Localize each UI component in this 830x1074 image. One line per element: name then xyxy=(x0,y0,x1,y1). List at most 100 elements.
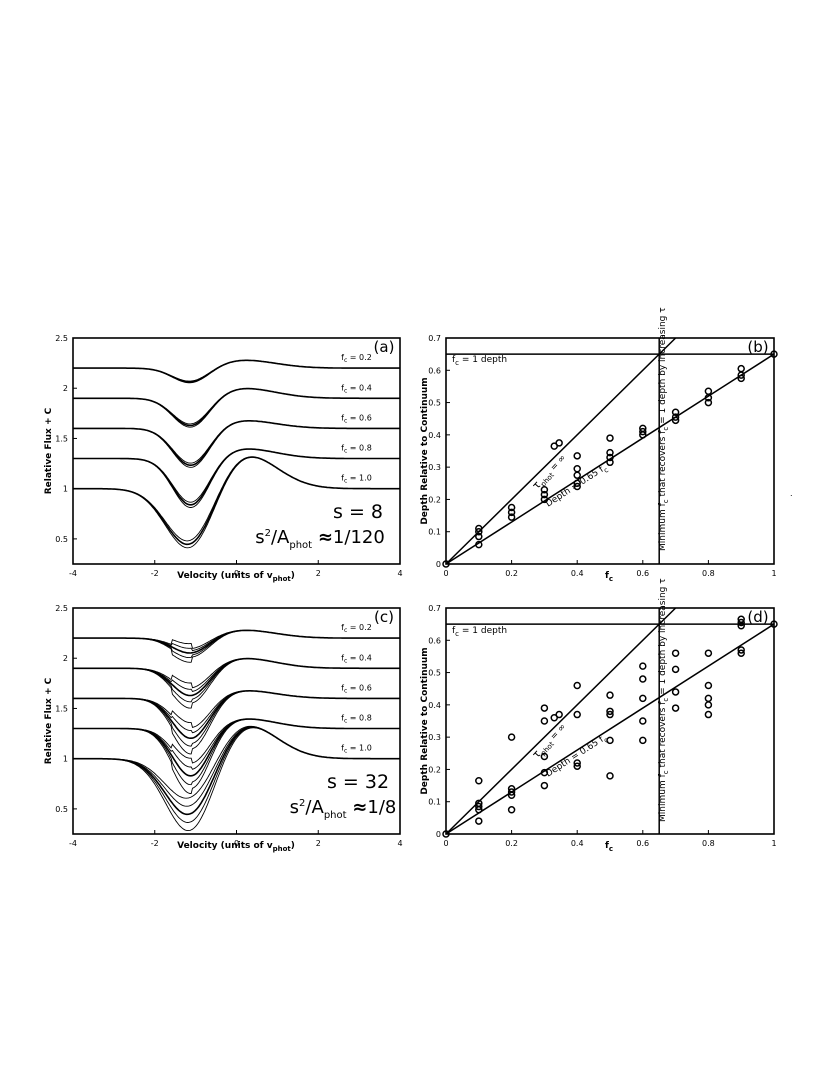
x-tick-label: 1 xyxy=(771,839,776,848)
data-point xyxy=(540,704,549,712)
y-tick-label: 2 xyxy=(63,384,68,393)
panel-c-xlabel: Velocity (units of vphot) xyxy=(177,841,295,853)
data-point xyxy=(573,710,581,719)
x-tick-label: 0.8 xyxy=(702,569,715,578)
data-point xyxy=(737,364,745,373)
series-label: fc = 0.4 xyxy=(341,383,372,394)
data-point xyxy=(507,791,516,800)
spectral-curve xyxy=(73,658,400,703)
x-tick-label: 1 xyxy=(771,569,776,578)
panel-d-hline-label: fc = 1 depth xyxy=(452,626,507,638)
data-point xyxy=(639,675,647,683)
panel-d-frame xyxy=(445,607,775,835)
data-point xyxy=(540,485,549,494)
data-point xyxy=(671,408,680,417)
x-tick-label: 0.4 xyxy=(571,569,584,578)
data-point xyxy=(671,416,680,425)
data-point xyxy=(606,772,614,780)
series-label: fc = 0.6 xyxy=(341,413,372,424)
data-point xyxy=(737,649,745,657)
x-tick-label: 0 xyxy=(234,839,239,848)
data-point xyxy=(540,781,549,790)
y-tick-label: 0.1 xyxy=(428,528,441,537)
data-point xyxy=(573,762,581,770)
y-tick-label: 0.7 xyxy=(428,334,441,343)
spectral-curve xyxy=(73,690,400,755)
panel-b-tag: (b) xyxy=(747,338,768,356)
panel-a-s-value: s = 8 xyxy=(333,501,383,523)
depth-line xyxy=(445,623,775,835)
data-point xyxy=(507,513,516,521)
y-tick-label: 0.5 xyxy=(55,535,68,544)
data-point xyxy=(737,374,745,383)
y-tick-label: 0.4 xyxy=(428,431,441,440)
data-point xyxy=(573,681,581,690)
y-tick-label: 0.7 xyxy=(428,604,441,613)
panel-a-series-labels: fc = 0.2 fc = 0.4 fc = 0.6 fc = 0.8 fc = 1.0 xyxy=(341,353,372,485)
data-point xyxy=(704,649,713,657)
spectral-curve xyxy=(73,359,400,383)
panel-b-hline-label: fc = 1 depth xyxy=(452,355,507,367)
data-point xyxy=(555,439,563,447)
data-point xyxy=(540,768,549,777)
panel-d-vline-label: Minimum fc that recovers fc = 1 depth by… xyxy=(658,578,670,822)
panel-d-xlabel: fc xyxy=(605,841,613,853)
data-point xyxy=(550,714,558,722)
y-tick-label: 2.5 xyxy=(55,334,68,343)
spectral-curve xyxy=(73,448,400,508)
series-label: fc = 0.2 xyxy=(341,353,372,364)
data-point xyxy=(639,717,647,725)
y-tick-label: 1 xyxy=(63,755,68,764)
data-point xyxy=(704,710,713,719)
x-tick-label: -4 xyxy=(69,569,77,578)
data-point xyxy=(671,413,680,421)
data-point xyxy=(737,646,745,654)
spectral-curve xyxy=(73,727,400,832)
data-point xyxy=(573,471,581,479)
data-point xyxy=(606,448,614,457)
one-to-one-line xyxy=(445,607,677,835)
series-label: fc = 0.8 xyxy=(341,444,372,455)
data-point xyxy=(639,736,647,745)
one-to-one-line xyxy=(445,337,677,565)
data-point xyxy=(475,540,483,549)
x-tick-label: 0.2 xyxy=(505,839,518,848)
data-point xyxy=(704,393,713,402)
data-point xyxy=(540,752,549,761)
data-point xyxy=(639,694,647,703)
y-tick-label: 1.5 xyxy=(55,704,68,713)
panel-d-ylabel: Depth Relative to Continuum xyxy=(420,647,430,794)
x-tick-label: -4 xyxy=(69,839,77,848)
panel-c-ratio: s2/Aphot ≈1/8 xyxy=(290,797,397,821)
data-point xyxy=(606,458,614,467)
data-point xyxy=(671,704,680,712)
spectral-curve xyxy=(73,456,400,549)
data-point xyxy=(475,776,483,785)
data-point xyxy=(639,431,647,439)
y-tick-label: 0.2 xyxy=(428,765,441,774)
y-tick-label: 0.5 xyxy=(428,399,441,408)
data-point xyxy=(737,371,745,379)
x-tick-label: 0.4 xyxy=(571,839,584,848)
x-tick-label: 2 xyxy=(316,839,321,848)
y-tick-label: 1 xyxy=(63,485,68,494)
spectral-curve xyxy=(73,629,400,649)
spectral-curve xyxy=(73,420,400,468)
data-point xyxy=(507,806,516,814)
y-tick-label: 2.5 xyxy=(55,604,68,613)
data-point xyxy=(704,681,713,690)
data-point xyxy=(606,434,614,442)
panel-a-xlabel: Velocity (units of vphot) xyxy=(177,571,295,583)
series-label: fc = 1.0 xyxy=(341,744,372,755)
y-tick-label: 2 xyxy=(63,654,68,663)
spectral-curve xyxy=(73,359,400,382)
series-label: fc = 0.8 xyxy=(341,714,372,725)
y-tick-label: 0.6 xyxy=(428,366,441,375)
data-point xyxy=(606,453,614,462)
data-point xyxy=(555,710,563,719)
panel-d-points xyxy=(442,607,778,838)
panel-c-s-value: s = 32 xyxy=(327,771,389,793)
data-point xyxy=(573,759,581,767)
data-point xyxy=(540,717,549,725)
x-tick-label: 0 xyxy=(443,569,448,578)
